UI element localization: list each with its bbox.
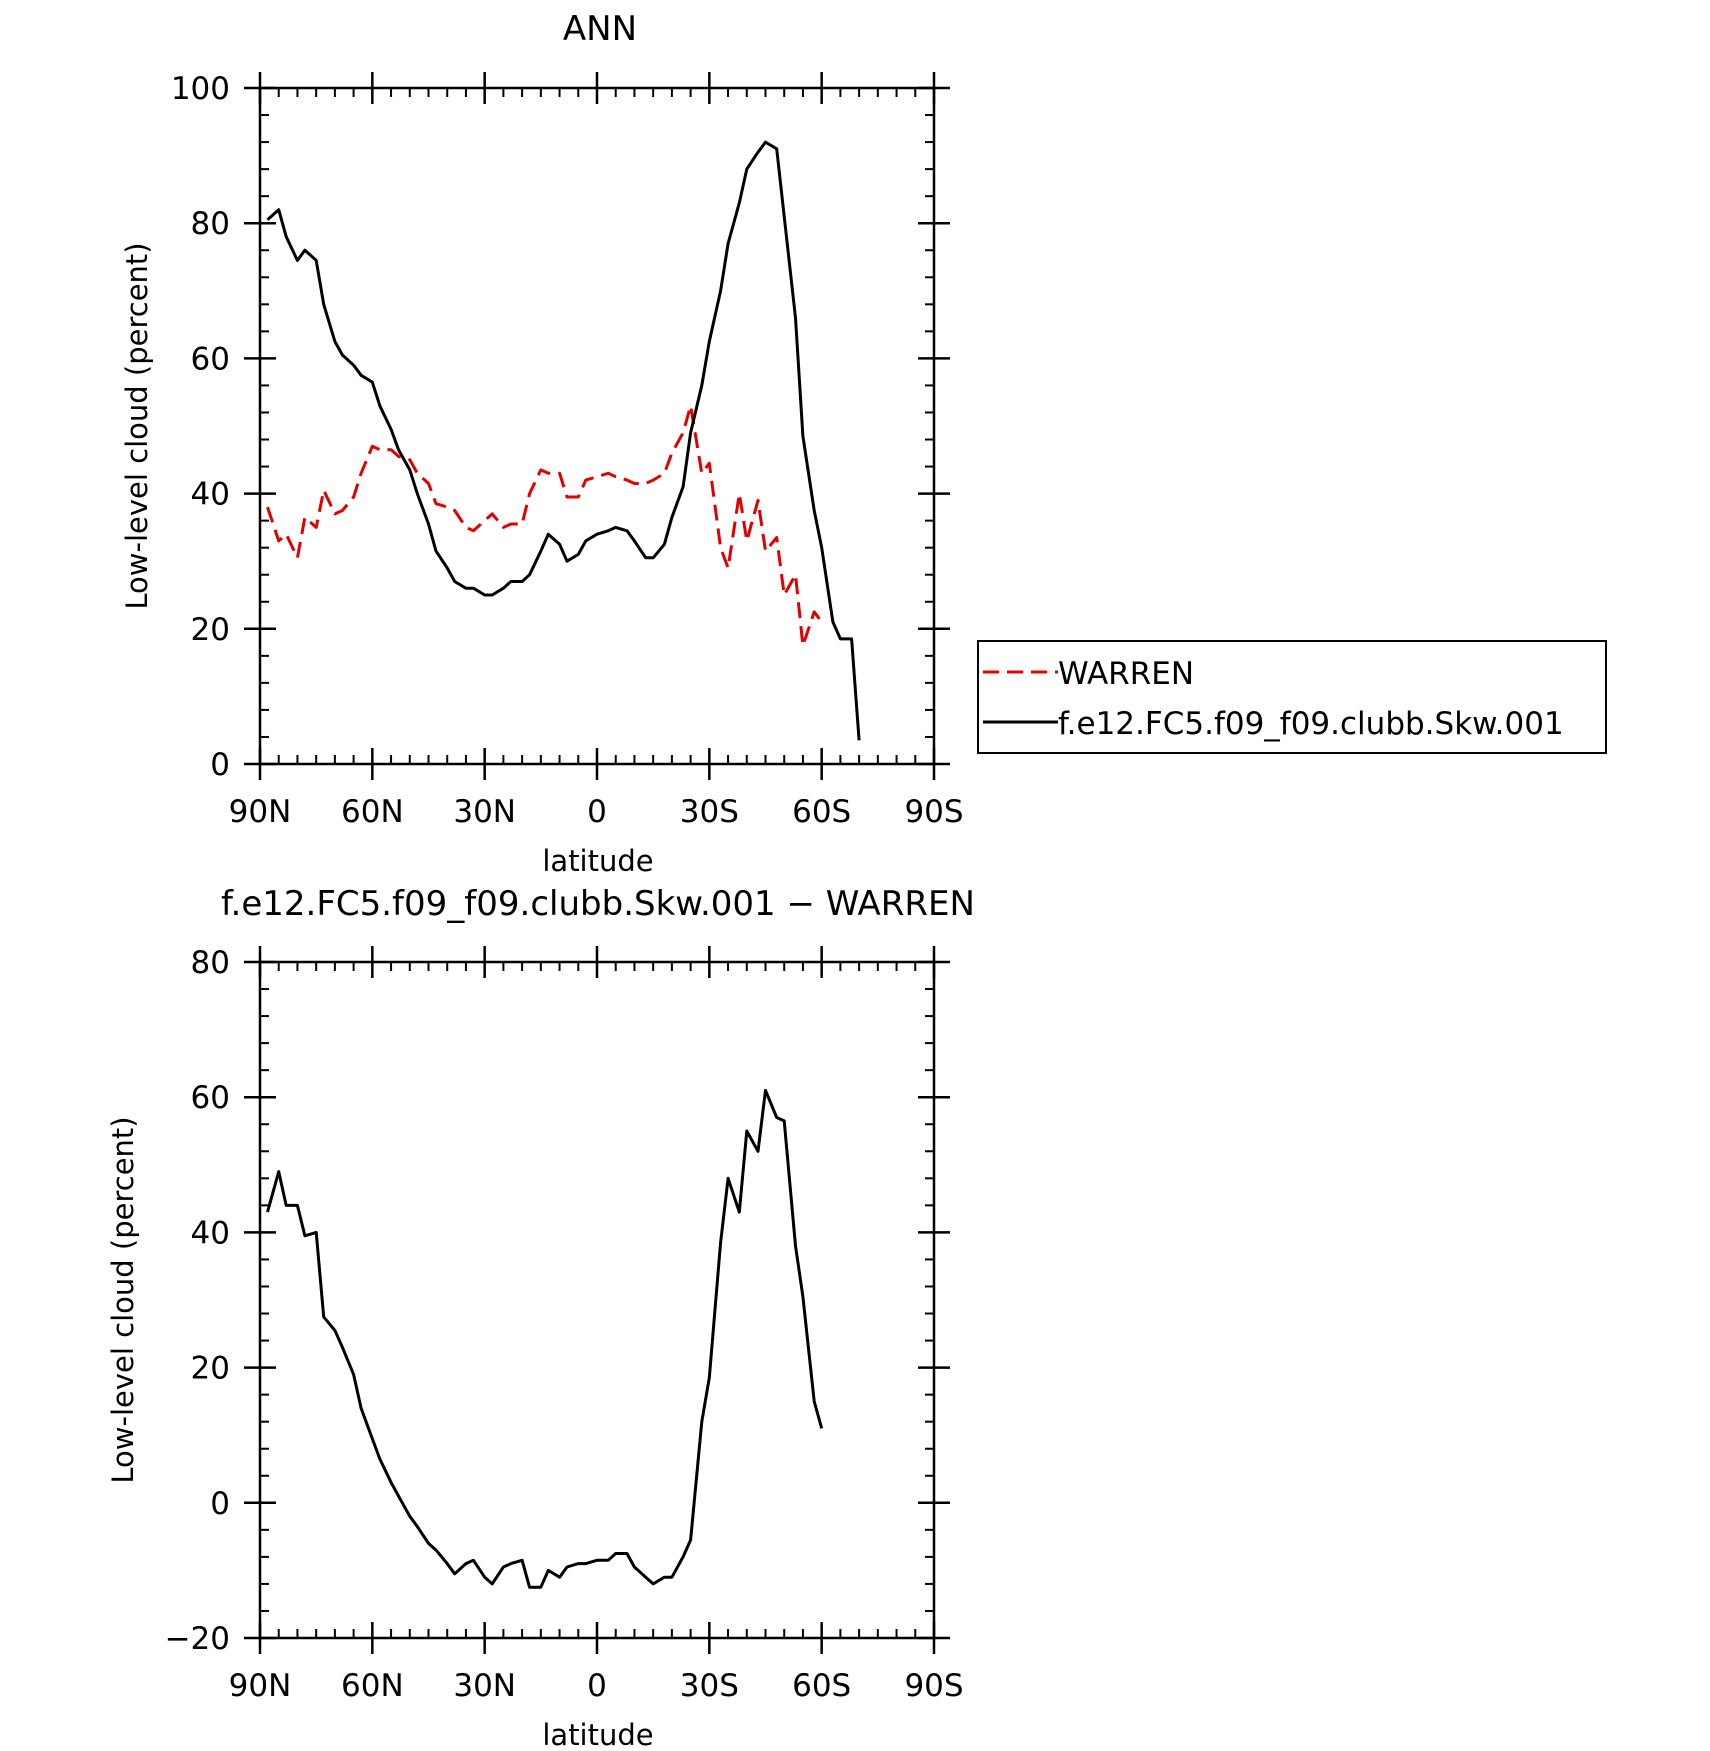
series-line-f-e12-fc5-f09-f09-clubb-skw-001	[266, 140, 861, 741]
y-tick-label: 100	[171, 71, 230, 107]
x-tick-label: 0	[587, 1668, 607, 1704]
x-tick-label: 90S	[904, 1668, 963, 1704]
series-line-difference	[266, 1088, 824, 1589]
chart-title: ANN	[563, 9, 637, 49]
x-axis-label: latitude	[542, 844, 653, 878]
y-tick-label: 20	[191, 612, 230, 648]
y-tick-label: 60	[191, 341, 230, 377]
y-tick-label: 40	[191, 477, 230, 513]
y-tick-label: 80	[191, 206, 230, 242]
x-tick-label: 60N	[341, 1668, 404, 1704]
legend-label: WARREN	[1058, 656, 1194, 692]
bottom-panel: 90N 60N 30N 0 30S 60S 90S −20 0 20 40 60 80 f.e12.FC5…	[106, 884, 975, 1751]
y-tick-label: 0	[210, 747, 230, 783]
top-panel: 90N 60N 30N 0 30S 60S 90S 0 20 40 60 80 100 ANN latitu…	[120, 9, 964, 878]
plot-frame	[258, 960, 936, 1640]
y-tick-label: 20	[191, 1351, 230, 1387]
x-tick-label: 30N	[453, 794, 516, 830]
y-tick-label: 0	[210, 1486, 230, 1522]
y-tick-label: 60	[191, 1080, 230, 1116]
x-tick-label: 0	[587, 794, 607, 830]
legend-label: f.e12.FC5.f09_f09.clubb.Skw.001	[1058, 706, 1564, 742]
x-tick-label: 90S	[904, 794, 963, 830]
y-tick-label: 40	[191, 1215, 230, 1251]
legend: WARREN f.e12.FC5.f09_f09.clubb.Skw.001	[977, 640, 1607, 754]
plot-frame	[258, 86, 936, 766]
chart-title: f.e12.FC5.f09_f09.clubb.Skw.001 − WARREN	[221, 884, 975, 924]
legend-box	[977, 640, 1607, 754]
x-tick-label: 30N	[453, 1668, 516, 1704]
y-tick-label: 80	[191, 945, 230, 981]
x-tick-label: 60N	[341, 794, 404, 830]
x-tick-label: 90N	[229, 1668, 292, 1704]
x-tick-label: 30S	[680, 1668, 739, 1704]
x-tick-label: 90N	[229, 794, 292, 830]
x-tick-label: 60S	[792, 1668, 851, 1704]
series-line-warren	[266, 404, 823, 648]
y-axis-label: Low-level cloud (percent)	[106, 1116, 140, 1483]
y-axis-label: Low-level cloud (percent)	[120, 242, 154, 609]
x-tick-label: 30S	[680, 794, 739, 830]
y-tick-label: −20	[165, 1621, 230, 1657]
x-tick-label: 60S	[792, 794, 851, 830]
x-axis-label: latitude	[542, 1718, 653, 1751]
